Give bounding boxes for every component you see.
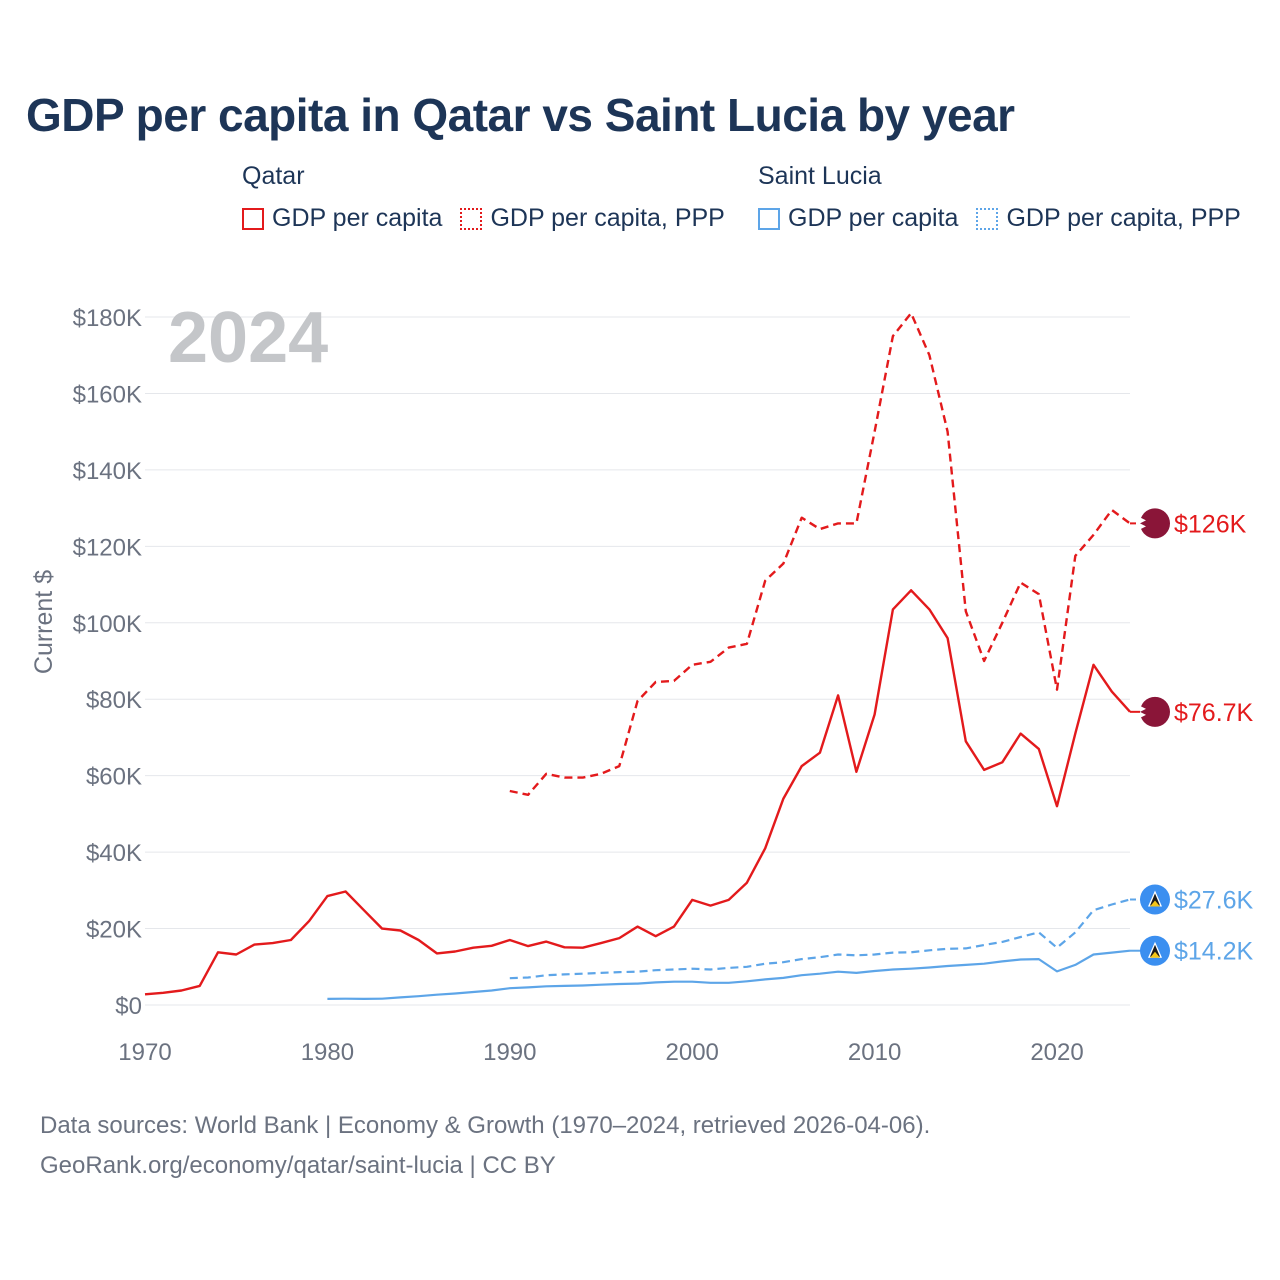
series-lines — [144, 312, 1131, 1001]
flag-triangle-gold — [1150, 900, 1160, 907]
legend-swatch-dotted — [976, 207, 999, 230]
page-title: GDP per capita in Qatar vs Saint Lucia b… — [26, 89, 1015, 141]
legend-label: GDP per capita, PPP — [1006, 204, 1241, 232]
qatar-flag-icon — [1140, 508, 1170, 539]
y-tick-label: $120K — [73, 534, 142, 561]
x-tick-label: 2010 — [848, 1039, 901, 1066]
year-watermark: 2024 — [168, 298, 328, 378]
y-tick-label: $140K — [73, 458, 142, 485]
flag-serration — [1140, 517, 1146, 530]
series-line — [144, 589, 1131, 996]
end-value-label: $126K — [1174, 510, 1247, 538]
legend-group-qatar: Qatar GDP per capita GDP per capita, PPP — [242, 162, 743, 233]
x-tick-label: 1970 — [118, 1039, 171, 1066]
x-tick-label: 1980 — [301, 1039, 354, 1066]
end-value-label: $27.6K — [1174, 887, 1254, 915]
flag-serration — [1140, 705, 1146, 718]
end-value-label: $76.7K — [1174, 699, 1254, 727]
x-tick-label: 2020 — [1030, 1039, 1083, 1066]
source-note: Data sources: World Bank | Economy & Gro… — [40, 1106, 930, 1186]
series-line — [509, 312, 1131, 796]
x-tick-label: 2000 — [666, 1039, 719, 1066]
legend-group-title: Qatar — [242, 162, 305, 190]
legend-label: GDP per capita, PPP — [490, 204, 725, 232]
y-tick-label: $40K — [86, 840, 142, 867]
source-line-1: Data sources: World Bank | Economy & Gro… — [40, 1112, 931, 1139]
legend-group-saint-lucia: Saint Lucia GDP per capita GDP per capit… — [758, 162, 1259, 233]
y-axis-label: Current $ — [30, 570, 58, 674]
x-axis: 1970 1980 1990 2000 2010 2020 — [118, 1039, 1083, 1066]
legend-group-title: Saint Lucia — [758, 162, 882, 190]
end-labels: $76.7K $126K $14.2K $27.6K — [1130, 508, 1254, 966]
y-tick-label: $100K — [73, 611, 142, 638]
end-value-label: $14.2K — [1174, 938, 1254, 966]
y-tick-label: $0 — [115, 993, 142, 1020]
legend-item-qatar-gdp-ppp[interactable]: GDP per capita, PPP — [460, 204, 725, 233]
y-tick-label: $80K — [86, 687, 142, 714]
flag-triangle-inner — [1150, 893, 1160, 906]
legend-swatch-solid — [758, 207, 780, 230]
grid-lines — [145, 316, 1130, 1006]
y-axis: $0 $20K $40K $60K $80K $100K $120K $140K $160K $1… — [73, 305, 142, 1020]
y-tick-label: $180K — [73, 305, 142, 332]
flag-triangle-gold — [1150, 951, 1160, 958]
y-tick-label: $160K — [73, 381, 142, 408]
legend-swatch-dotted — [460, 207, 483, 230]
series-line — [509, 898, 1131, 980]
legend-item-saint-lucia-gdp[interactable]: GDP per capita — [758, 204, 958, 233]
legend-label: GDP per capita — [272, 204, 443, 232]
y-tick-label: $20K — [86, 917, 142, 944]
x-tick-label: 1990 — [483, 1039, 536, 1066]
legend-swatch-solid — [242, 207, 264, 230]
source-line-2[interactable]: GeoRank.org/economy/qatar/saint-lucia | … — [40, 1152, 556, 1179]
legend-item-saint-lucia-gdp-ppp[interactable]: GDP per capita, PPP — [976, 204, 1241, 233]
qatar-flag-icon — [1140, 696, 1170, 727]
legend-label: GDP per capita — [788, 204, 959, 232]
flag-triangle-inner — [1150, 944, 1160, 957]
legend-item-qatar-gdp[interactable]: GDP per capita — [242, 204, 442, 233]
series-line — [327, 949, 1131, 1001]
y-tick-label: $60K — [86, 764, 142, 791]
